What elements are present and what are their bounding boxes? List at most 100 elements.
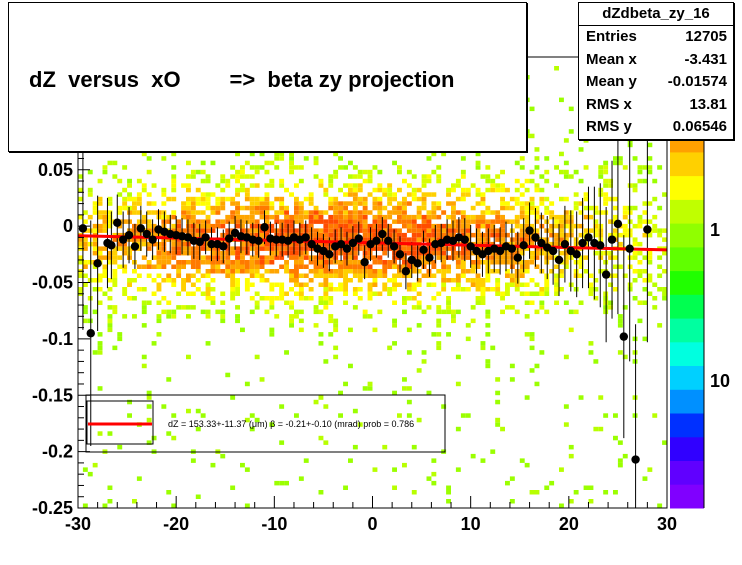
heatmap-cell: [195, 269, 201, 274]
heatmap-cell: [235, 169, 240, 175]
heatmap-cell: [235, 214, 240, 220]
heatmap-cell: [313, 210, 319, 215]
heatmap-cell: [554, 291, 559, 296]
heatmap-cell: [382, 250, 388, 256]
heatmap-cell: [318, 341, 324, 346]
heatmap-cell: [313, 323, 319, 328]
heatmap-cell: [323, 273, 329, 278]
heatmap-cell: [225, 228, 231, 233]
heatmap-cell: [146, 273, 152, 278]
heatmap-cell: [519, 210, 525, 215]
profile-point: [513, 253, 522, 262]
heatmap-cell: [647, 156, 653, 161]
heatmap-cell: [357, 278, 363, 283]
heatmap-cell: [151, 264, 157, 269]
heatmap-cell: [392, 219, 397, 224]
heatmap-cell: [377, 291, 383, 296]
heatmap-cell: [348, 210, 353, 215]
heatmap-cell: [436, 269, 442, 274]
heatmap-cell: [613, 160, 618, 166]
heatmap-cell: [82, 273, 88, 278]
heatmap-cell: [348, 327, 353, 333]
heatmap-cell: [539, 246, 545, 251]
heatmap-cell: [411, 237, 417, 242]
heatmap-cell: [136, 201, 142, 206]
heatmap-cell: [279, 440, 285, 445]
heatmap-cell: [402, 309, 407, 315]
heatmap-cell: [205, 174, 211, 179]
heatmap-cell: [102, 255, 108, 260]
heatmap-cell: [563, 196, 569, 202]
heatmap-cell: [294, 264, 299, 269]
heatmap-cell: [136, 232, 142, 238]
heatmap-cell: [220, 309, 226, 315]
heatmap-cell: [603, 183, 609, 188]
heatmap-cell: [392, 390, 397, 396]
heatmap-cell: [259, 165, 265, 170]
heatmap-cell: [132, 210, 137, 215]
heatmap-cell: [230, 278, 236, 283]
heatmap-cell: [225, 269, 231, 274]
heatmap-cell: [274, 314, 280, 319]
heatmap-cell: [303, 210, 309, 215]
profile-point: [378, 229, 387, 239]
heatmap-cell: [244, 467, 250, 472]
heatmap-cell: [230, 260, 236, 265]
heatmap-cell: [210, 160, 216, 166]
heatmap-cell: [323, 287, 329, 292]
heatmap-cell: [509, 219, 515, 224]
heatmap-cell: [382, 187, 388, 193]
heatmap-cell: [254, 223, 260, 229]
heatmap-cell: [539, 201, 545, 206]
heatmap-cell: [338, 223, 343, 229]
heatmap-cell: [161, 223, 167, 229]
heatmap-cell: [249, 264, 255, 269]
heatmap-cell: [392, 287, 397, 292]
heatmap-cell: [352, 255, 358, 260]
heatmap-cell: [406, 273, 412, 278]
heatmap-cell: [500, 232, 505, 238]
profile-point: [466, 242, 475, 251]
heatmap-cell: [78, 237, 83, 242]
heatmap-cell: [343, 282, 348, 287]
heatmap-cell: [387, 196, 393, 202]
heatmap-cell: [333, 318, 339, 324]
heatmap-cell: [421, 255, 427, 260]
heatmap-cell: [249, 214, 255, 220]
heatmap-cell: [333, 169, 339, 175]
heatmap-cell: [509, 499, 515, 504]
heatmap-cell: [352, 273, 358, 278]
heatmap-cell: [436, 332, 442, 337]
heatmap-cell: [230, 485, 236, 490]
heatmap-cell: [264, 219, 270, 224]
heatmap-cell: [593, 228, 599, 233]
heatmap-cell: [323, 237, 329, 242]
heatmap-cell: [303, 250, 309, 256]
heatmap-cell: [357, 214, 363, 220]
heatmap-cell: [107, 296, 113, 301]
heatmap-cell: [441, 264, 447, 269]
heatmap-cell: [632, 336, 638, 342]
heatmap-cell: [87, 278, 93, 283]
heatmap-cell: [441, 269, 447, 274]
stats-label: RMS x: [586, 95, 632, 113]
heatmap-cell: [190, 264, 196, 269]
heatmap-cell: [436, 165, 442, 170]
heatmap-cell: [598, 192, 604, 197]
heatmap-cell: [338, 246, 343, 251]
profile-point: [619, 332, 629, 341]
heatmap-cell: [441, 232, 447, 238]
heatmap-cell: [657, 287, 663, 292]
heatmap-cell: [274, 219, 280, 224]
heatmap-cell: [225, 264, 231, 269]
heatmap-cell: [446, 278, 451, 283]
heatmap-cell: [323, 264, 329, 269]
heatmap-cell: [460, 264, 466, 269]
heatmap-cell: [269, 327, 275, 333]
heatmap-cell: [338, 210, 343, 215]
heatmap-cell: [230, 210, 236, 215]
heatmap-cell: [318, 232, 324, 238]
heatmap-cell: [647, 278, 653, 283]
heatmap-cell: [431, 232, 437, 238]
heatmap-cell: [284, 214, 289, 220]
